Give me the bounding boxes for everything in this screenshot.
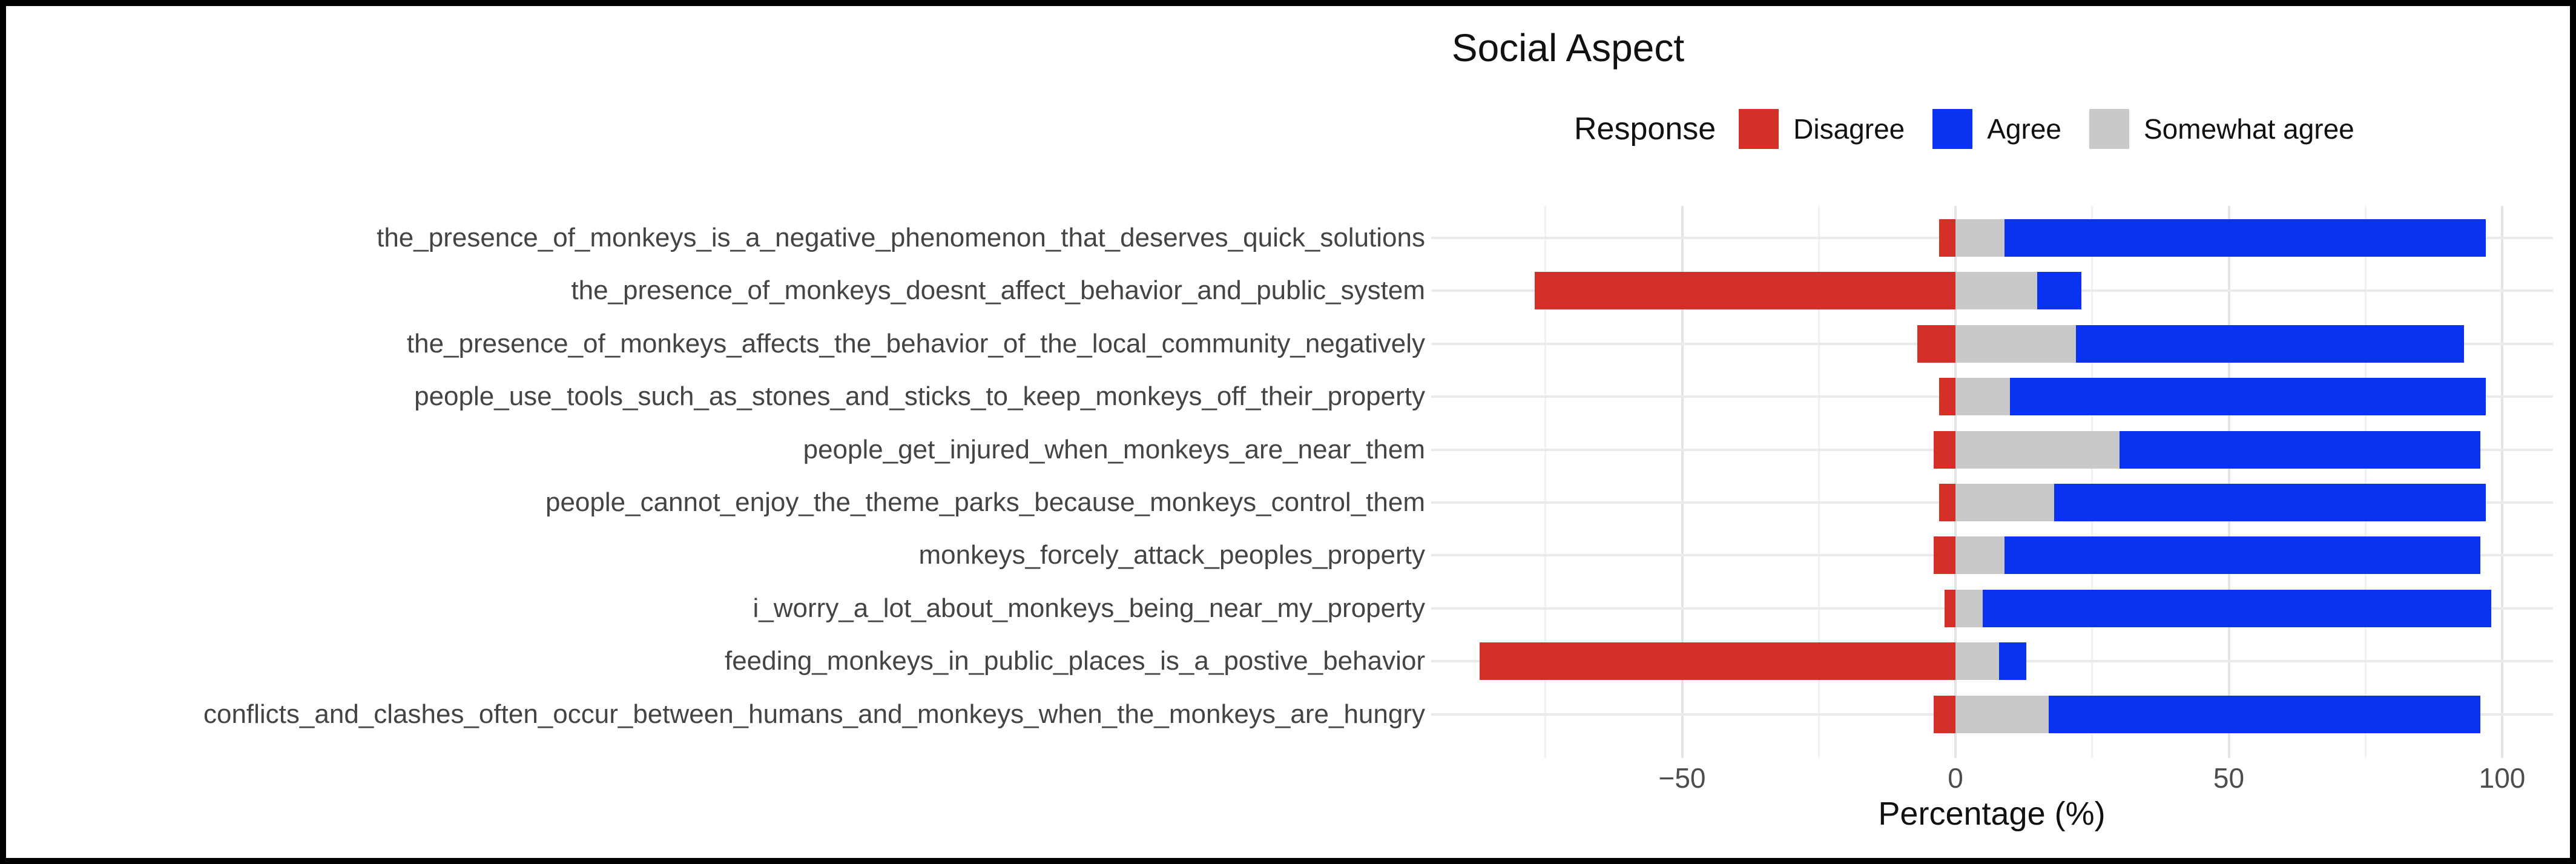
bar-segment-disagree	[1939, 484, 1955, 521]
legend-swatch-agree	[1932, 109, 1973, 149]
bar-segment-agree	[2048, 695, 2480, 733]
legend-entries: Disagree Agree Somewhat agree	[1739, 109, 2382, 149]
chart-title: Social Aspect	[1451, 26, 1685, 70]
x-minor-gridline	[2091, 206, 2093, 758]
y-axis-label: feeding_monkeys_in_public_places_is_a_po…	[724, 646, 1425, 676]
x-axis-tick-label: 0	[1948, 762, 1963, 794]
x-major-gridline	[2501, 206, 2503, 758]
x-axis-tick-label: 50	[2213, 762, 2245, 794]
bar-segment-somewhat-agree	[1955, 430, 2120, 469]
bar-segment-disagree	[1933, 536, 1955, 575]
legend-label: Disagree	[1793, 113, 1905, 145]
x-minor-gridline	[1817, 206, 1820, 758]
x-major-gridline	[2227, 206, 2230, 758]
bar-segment-somewhat-agree	[1955, 536, 2005, 575]
bar-segment-somewhat-agree	[1955, 325, 2076, 363]
x-axis-tick-label: −50	[1658, 762, 1706, 794]
bar-segment-somewhat-agree	[1955, 272, 2038, 310]
y-axis-label: monkeys_forcely_attack_peoples_property	[918, 540, 1425, 570]
bar-segment-somewhat-agree	[1955, 484, 2054, 521]
x-major-gridline	[1681, 206, 1684, 758]
bar-segment-disagree	[1944, 589, 1955, 627]
y-axis-label: people_cannot_enjoy_the_theme_parks_beca…	[545, 487, 1425, 517]
x-minor-gridline	[2364, 206, 2367, 758]
bar-segment-disagree	[1933, 695, 1955, 733]
bar-segment-agree	[2075, 325, 2464, 363]
bar-segment-somewhat-agree	[1955, 642, 2000, 681]
legend-swatch-disagree	[1739, 109, 1779, 149]
bar-segment-agree	[1999, 642, 2027, 681]
y-axis-label: people_use_tools_such_as_stones_and_stic…	[414, 381, 1425, 412]
bar-segment-disagree	[1534, 272, 1955, 310]
y-axis-label: the_presence_of_monkeys_doesnt_affect_be…	[571, 275, 1425, 306]
bar-segment-somewhat-agree	[1955, 219, 2005, 257]
legend-title: Response	[1574, 111, 1716, 147]
bar-segment-agree	[2119, 430, 2480, 469]
bar-segment-somewhat-agree	[1955, 378, 2011, 416]
bar-segment-agree	[2004, 219, 2486, 257]
bar-segment-agree	[2037, 272, 2081, 310]
legend-label: Somewhat agree	[2144, 113, 2354, 145]
bar-segment-disagree	[1917, 325, 1955, 363]
y-axis-label: conflicts_and_clashes_often_occur_betwee…	[203, 699, 1425, 729]
x-major-gridline	[1954, 206, 1957, 758]
y-axis-label: the_presence_of_monkeys_affects_the_beha…	[406, 328, 1425, 358]
bar-segment-agree	[2054, 484, 2486, 521]
bar-segment-agree	[2004, 536, 2480, 575]
bar-segment-agree	[1983, 589, 2491, 627]
bar-segment-disagree	[1939, 219, 1955, 257]
legend-item: Disagree	[1739, 109, 1905, 149]
legend-item: Agree	[1932, 109, 2061, 149]
legend-item: Somewhat agree	[2089, 109, 2354, 149]
bar-segment-disagree	[1939, 378, 1955, 416]
y-axis-label: people_get_injured_when_monkeys_are_near…	[803, 434, 1425, 464]
bar-segment-disagree	[1933, 430, 1955, 469]
bar-segment-disagree	[1480, 642, 1955, 681]
legend: Response Disagree Agree Somewhat agree	[1574, 108, 2382, 150]
bar-segment-agree	[2010, 378, 2486, 416]
x-axis-title: Percentage (%)	[1878, 796, 2106, 832]
y-axis-label: the_presence_of_monkeys_is_a_negative_ph…	[377, 223, 1425, 252]
y-axis-label: i_worry_a_lot_about_monkeys_being_near_m…	[753, 593, 1425, 623]
bar-segment-somewhat-agree	[1955, 589, 1983, 627]
chart-panel	[1431, 206, 2553, 758]
bar-segment-somewhat-agree	[1955, 695, 2049, 733]
legend-swatch-somewhat-agree	[2089, 109, 2129, 149]
legend-label: Agree	[1987, 113, 2061, 145]
x-minor-gridline	[1544, 206, 1547, 758]
x-axis-tick-label: 100	[2479, 762, 2526, 794]
